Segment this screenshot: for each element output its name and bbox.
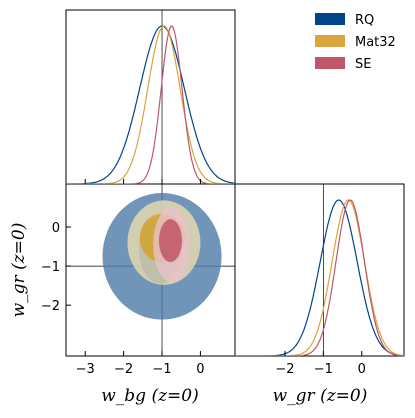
x-tick-label-w-gr-2: 0 — [358, 362, 366, 377]
y-tick-label-w-gr-1: −1 — [41, 260, 60, 275]
marginal-w-bg-mat32 — [66, 25, 235, 184]
y-axis-label-w-gr: w_gr (z=0) — [9, 223, 29, 318]
tick-labels: −3 −2 −1 0 −2 −1 0 0 −1 −2 — [41, 221, 366, 377]
x-tick-label-w-gr-1: −1 — [314, 362, 333, 377]
contour-68-se — [158, 219, 182, 263]
marginal-w-bg-se — [66, 25, 235, 184]
x-tick-label-w-bg-1: −2 — [114, 362, 133, 377]
tick-marks — [66, 179, 363, 356]
legend-label-rq: RQ — [355, 13, 374, 28]
legend-label-mat32: Mat32 — [355, 35, 396, 50]
legend-swatch-se — [315, 57, 345, 69]
y-tick-label-w-gr-0: 0 — [52, 221, 60, 236]
legend: RQ Mat32 SE — [315, 13, 396, 72]
marginal-w-gr-rq — [235, 199, 404, 356]
x-tick-label-w-bg-2: −1 — [152, 362, 171, 377]
x-tick-label-w-gr-0: −2 — [275, 362, 294, 377]
marginal-w-gr-se — [235, 199, 404, 356]
joint-contours — [66, 184, 235, 356]
marginal-w-gr-mat32 — [235, 199, 404, 356]
x-axis-label-w-gr: w_gr (z=0) — [273, 386, 368, 406]
panel-top-marginal-w-bg — [65, 9, 236, 185]
x-axis-label-w-bg: w_bg (z=0) — [101, 386, 199, 406]
marginal-w-bg-rq — [66, 25, 235, 184]
legend-label-se: SE — [355, 57, 371, 72]
y-tick-label-w-gr-2: −2 — [41, 299, 60, 314]
legend-swatch-mat32 — [315, 35, 345, 47]
x-tick-label-w-bg-0: −3 — [76, 362, 95, 377]
right-marginal-curves — [235, 184, 404, 356]
top-marginal-curves — [66, 10, 235, 184]
panel-right-marginal-w-gr — [234, 183, 405, 357]
legend-swatch-rq — [315, 13, 345, 25]
x-tick-label-w-bg-3: 0 — [196, 362, 204, 377]
